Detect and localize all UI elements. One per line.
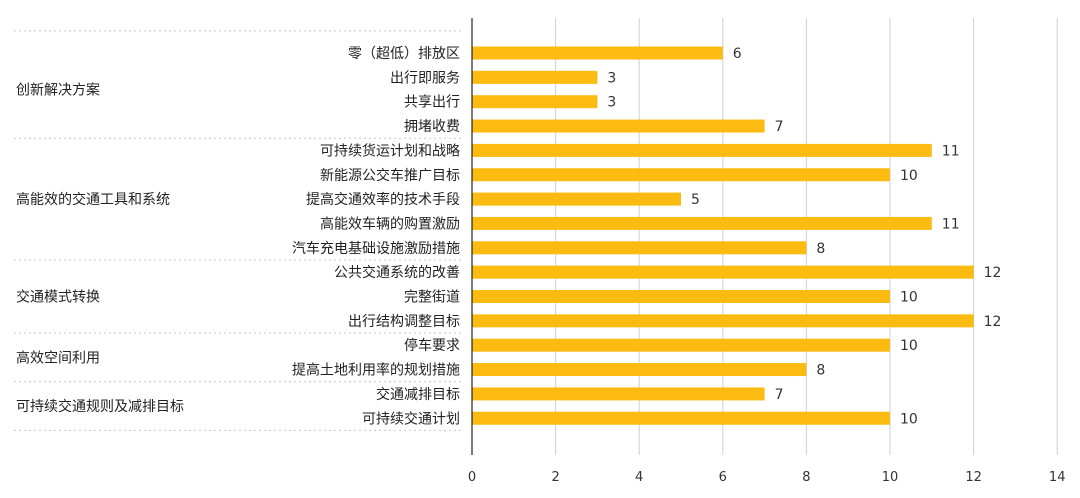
- x-tick-label: 10: [882, 470, 899, 485]
- x-tick-label: 2: [551, 470, 559, 485]
- category-label: 交通减排目标: [376, 386, 460, 403]
- value-label: 6: [733, 46, 742, 62]
- category-label: 高能效车辆的购置激励: [320, 215, 460, 232]
- bar: [472, 290, 890, 303]
- value-label: 7: [775, 119, 784, 135]
- category-label: 提高交通效率的技术手段: [306, 191, 460, 208]
- category-label: 可持续货运计划和战略: [320, 142, 460, 159]
- x-axis-ticks: 0 2 4 6 8 10 12 14: [468, 470, 1066, 485]
- bar: [472, 95, 598, 109]
- bar: [472, 241, 807, 255]
- category-label: 出行即服务: [390, 70, 460, 86]
- value-label: 8: [816, 241, 825, 257]
- group-label: 高能效的交通工具和系统: [16, 191, 170, 208]
- value-label: 3: [607, 95, 616, 111]
- bar: [472, 411, 890, 425]
- bar: [472, 387, 765, 401]
- bar: [472, 46, 723, 60]
- x-tick-label: 6: [719, 470, 727, 485]
- category-label: 新能源公交车推广目标: [320, 167, 460, 184]
- value-label: 10: [900, 338, 918, 354]
- category-label: 汽车充电基础设施激励措施: [292, 240, 460, 257]
- value-label: 12: [984, 314, 1002, 330]
- category-label: 零（超低）排放区: [348, 46, 460, 62]
- value-label: 11: [942, 216, 960, 232]
- bar: [472, 265, 974, 279]
- category-label: 停车要求: [404, 337, 460, 354]
- bar: [472, 168, 890, 182]
- x-tick-label: 12: [965, 470, 982, 485]
- category-label: 可持续交通计划: [362, 410, 460, 427]
- category-label: 共享出行: [404, 94, 460, 111]
- x-tick-label: 8: [802, 470, 810, 485]
- bar: [472, 192, 681, 206]
- x-tick-label: 4: [635, 470, 643, 485]
- category-label: 提高土地利用率的规划措施: [292, 362, 460, 379]
- category-label: 出行结构调整目标: [348, 314, 460, 330]
- x-tick-label: 0: [468, 470, 476, 485]
- value-label: 10: [900, 168, 918, 184]
- gridlines: [555, 18, 1058, 455]
- group-label: 可持续交通规则及减排目标: [16, 398, 184, 415]
- bar: [472, 119, 765, 133]
- group-label: 高效空间利用: [16, 349, 100, 366]
- bar: [472, 314, 974, 328]
- labels: 零（超低）排放区 6 出行即服务 3 共享出行 3 拥堵收费 7 创新解决方案可持续货运计划和战…: [16, 46, 1001, 427]
- value-label: 3: [607, 70, 616, 86]
- value-label: 11: [942, 143, 960, 159]
- x-tick-label: 14: [1049, 470, 1066, 485]
- bar: [472, 338, 890, 352]
- group-label: 创新解决方案: [16, 82, 100, 99]
- bar: [472, 363, 807, 377]
- value-label: 8: [816, 363, 825, 379]
- value-label: 7: [775, 387, 784, 403]
- value-label: 5: [691, 192, 700, 208]
- bar: [472, 143, 932, 157]
- value-label: 10: [900, 290, 918, 306]
- category-label: 公共交通系统的改善: [334, 264, 460, 281]
- group-separators: [14, 30, 464, 431]
- bar: [472, 70, 598, 84]
- category-label: 拥堵收费: [404, 119, 460, 135]
- value-label: 10: [900, 411, 918, 427]
- bar: [472, 216, 932, 230]
- value-label: 12: [984, 265, 1002, 281]
- group-label: 交通模式转换: [16, 289, 100, 306]
- category-label: 完整街道: [404, 290, 460, 306]
- bars: [472, 46, 974, 425]
